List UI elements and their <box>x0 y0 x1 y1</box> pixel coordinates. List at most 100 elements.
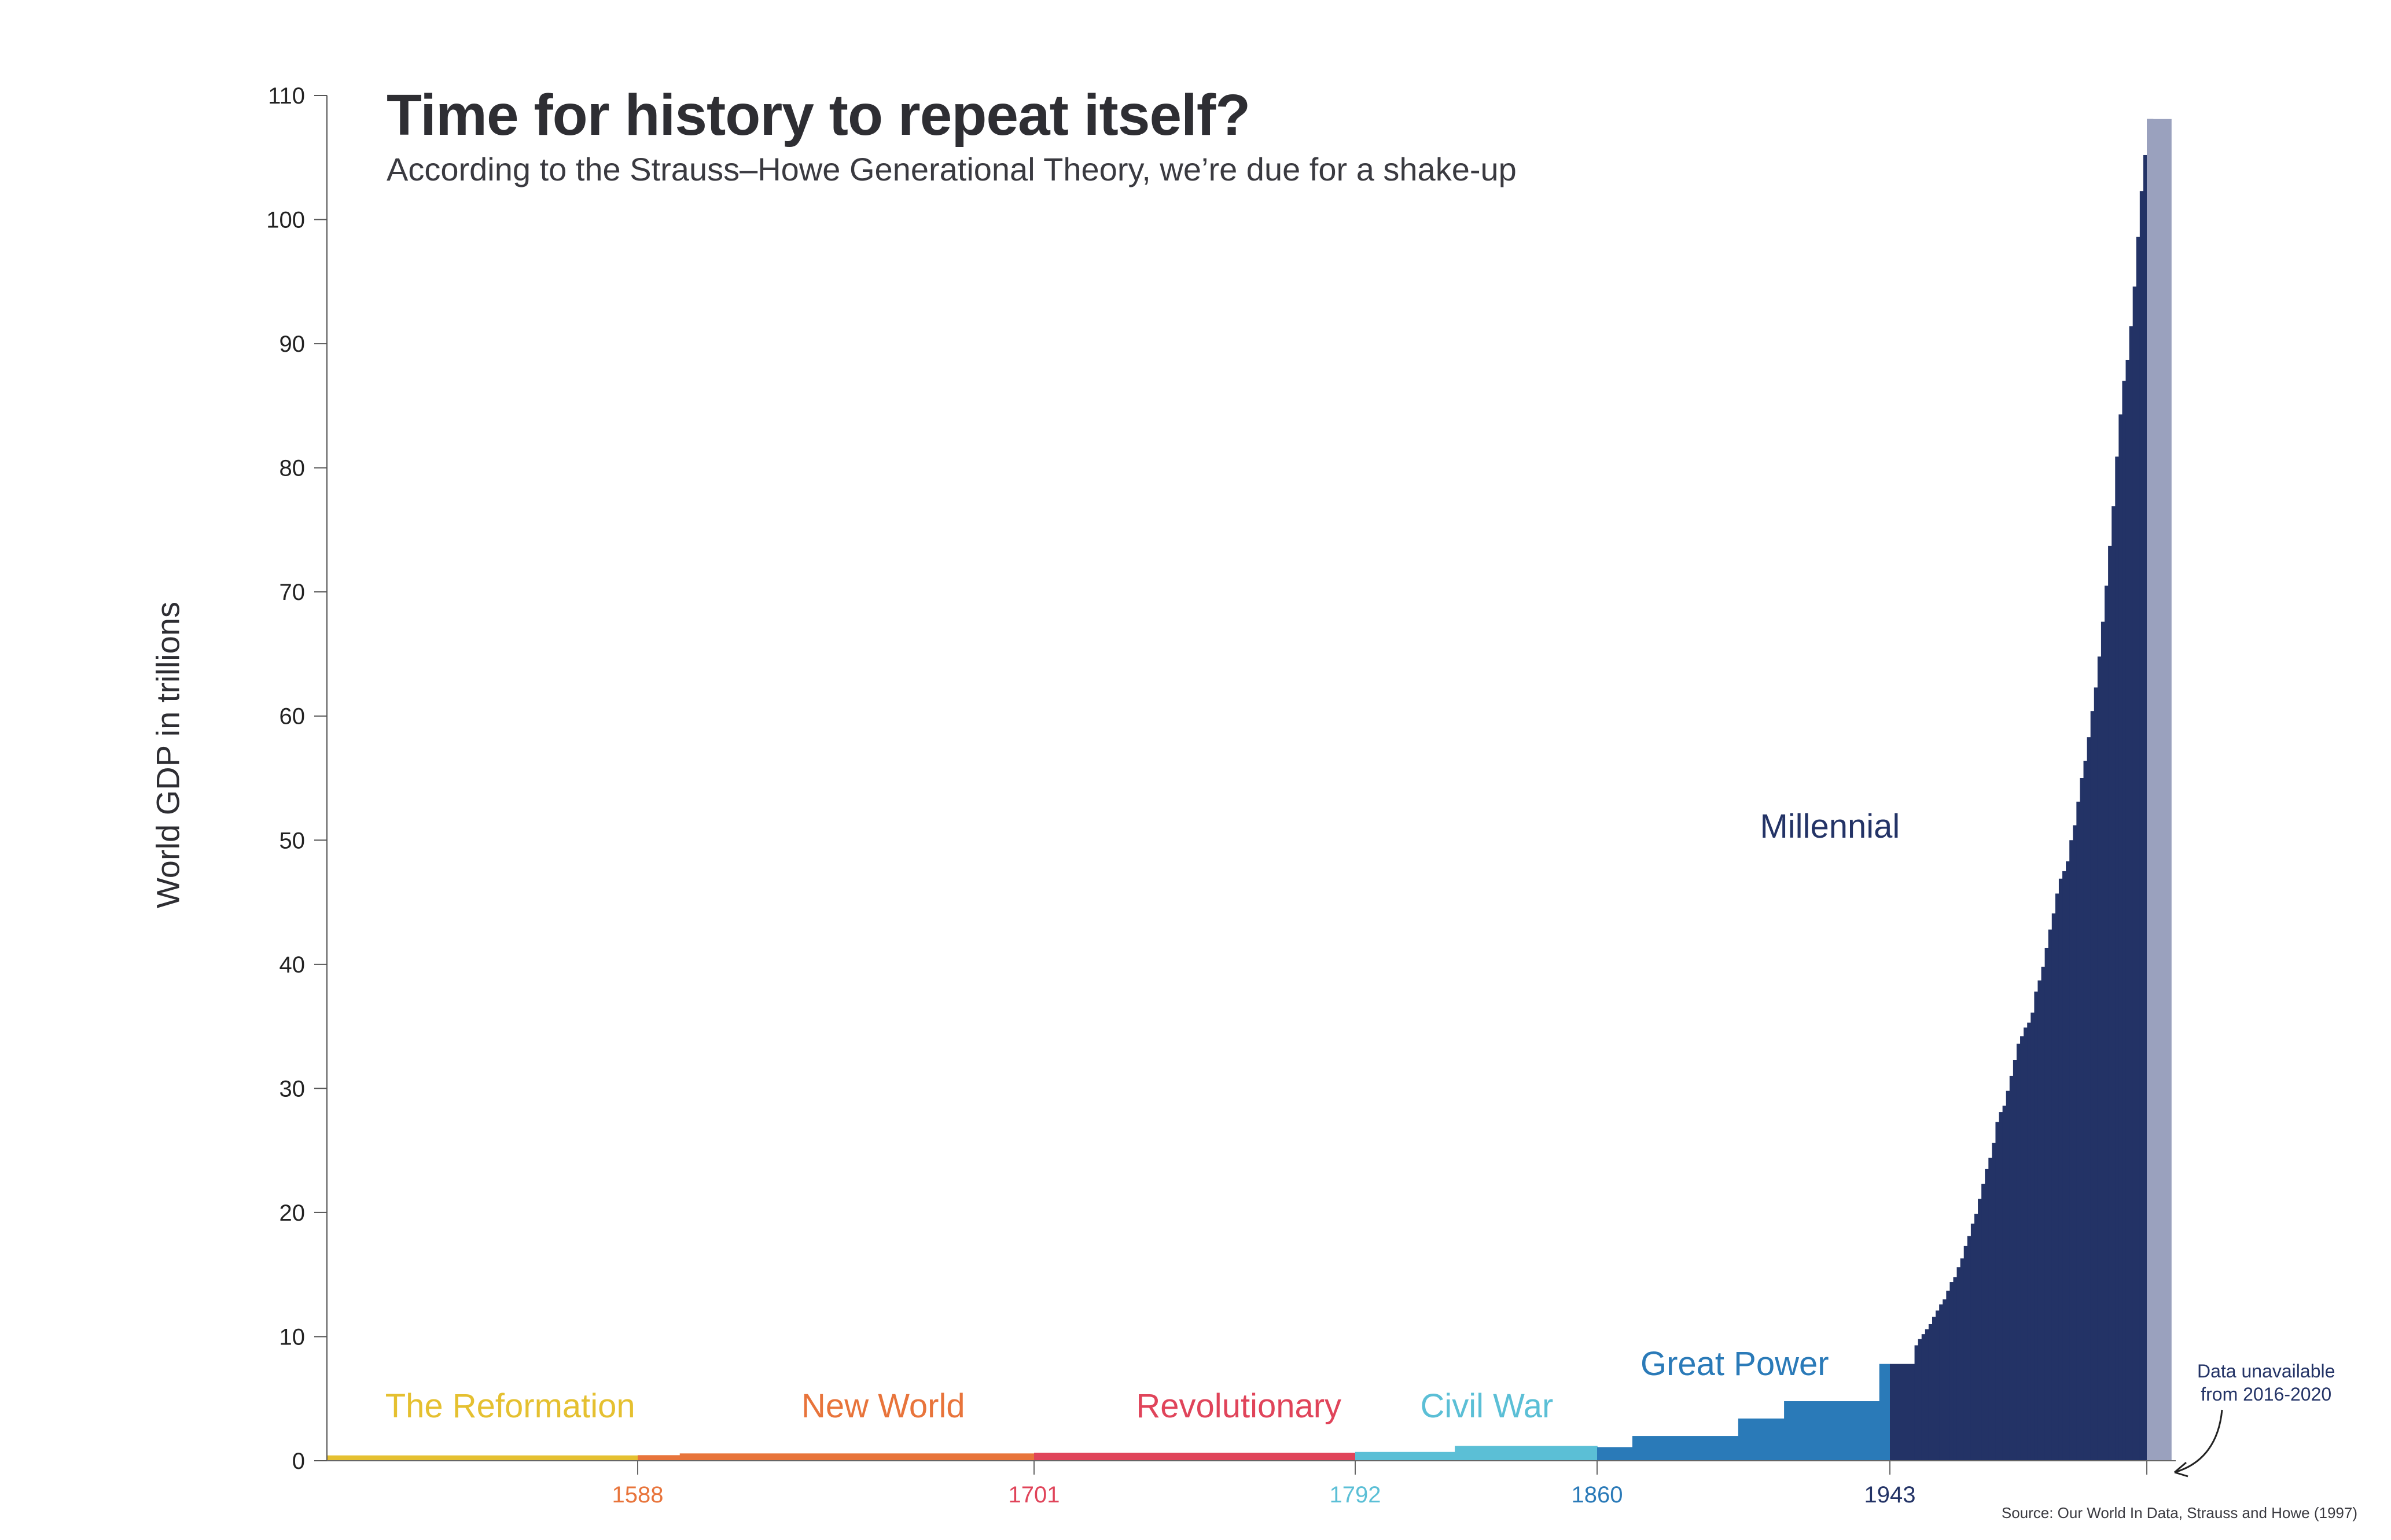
bar-millennial-2009 <box>2122 381 2127 1461</box>
era-label-new-world: New World <box>801 1387 965 1425</box>
note-line-1: Data unavailable <box>2197 1361 2335 1381</box>
bar-millennial-1964 <box>1963 1246 1968 1461</box>
bar-millennial-1971 <box>1988 1158 1993 1461</box>
bar-millennial-1955 <box>1932 1317 1936 1461</box>
y-tick-label-20: 20 <box>279 1200 306 1226</box>
note-arrowhead <box>2174 1461 2188 1478</box>
y-tick-label-60: 60 <box>279 704 306 730</box>
bar-millennial-1992 <box>2062 871 2066 1461</box>
bar-millennial-2004 <box>2105 585 2109 1461</box>
bar-millennial-2010 <box>2125 359 2130 1461</box>
bar-millennial-1965 <box>1967 1236 1971 1461</box>
bar-millennial-1960 <box>1949 1282 1954 1461</box>
bar-millennial-1993 <box>2066 861 2070 1461</box>
bar-millennial-1969 <box>1981 1184 1986 1461</box>
bar-millennial-2006 <box>2112 506 2116 1461</box>
bar-great-power-0 <box>1597 1447 1633 1461</box>
y-tick-label-110: 110 <box>268 83 305 109</box>
bar-millennial-1996 <box>2076 801 2081 1461</box>
bar-millennial-2003 <box>2101 621 2105 1461</box>
bar-great-power-1 <box>1632 1436 1739 1461</box>
bar-millennial-1998 <box>2083 760 2088 1461</box>
bar-millennial-1986 <box>2041 967 2046 1461</box>
bar-millennial-1976 <box>2006 1090 2010 1461</box>
bar-millennial-1972 <box>1992 1143 1996 1461</box>
era-label-great-power: Great Power <box>1640 1345 1829 1383</box>
data-unavailable-note: Data unavailable from 2016-2020 <box>2197 1360 2335 1406</box>
era-label-civil-war: Civil War <box>1421 1387 1554 1425</box>
bar-great-power-3 <box>1784 1401 1880 1461</box>
bar-millennial-1953 <box>1925 1329 1929 1461</box>
bar-millennial-2007 <box>2115 456 2120 1461</box>
bar-millennial-1956 <box>1936 1310 1940 1461</box>
bar-millennial-2011 <box>2129 326 2133 1461</box>
bar-great-power-2 <box>1738 1419 1785 1461</box>
source-note: Source: Our World In Data, Strauss and H… <box>2001 1504 2357 1521</box>
bar-millennial-1957 <box>1939 1304 1944 1461</box>
y-tick-label-10: 10 <box>279 1324 306 1350</box>
bar-millennial-1961 <box>1953 1277 1958 1461</box>
bar-millennial-1959 <box>1946 1291 1951 1461</box>
bar-millennial-1954 <box>1928 1324 1933 1461</box>
bar-civil-war-0 <box>1355 1451 1455 1461</box>
x-tick-label-1943: 1943 <box>1864 1482 1916 1508</box>
bar-millennial-1967 <box>1974 1214 1978 1461</box>
bar-millennial-1979 <box>2016 1044 2021 1461</box>
bar-millennial-1970 <box>1985 1169 1989 1461</box>
labels-layer: The Reformation New World Revolutionary Civ… <box>385 808 2223 1478</box>
bar-millennial-1990 <box>2055 893 2059 1461</box>
bar-millennial-1981 <box>2024 1027 2028 1461</box>
era-label-the-reformation: The Reformation <box>385 1387 635 1425</box>
chart-title: Time for history to repeat itself? <box>387 83 1250 148</box>
axes-layer: 0 10 20 30 40 50 60 70 80 90 100 110 1588 1701 1792 186… <box>266 83 2176 1508</box>
bar-millennial-1966 <box>1970 1224 1975 1461</box>
bar-millennial-1987 <box>2044 948 2049 1461</box>
bar-millennial-1999 <box>2087 737 2091 1461</box>
bar-millennial-1974 <box>1999 1112 2003 1461</box>
bar-millennial-1988 <box>2048 929 2052 1461</box>
chart-subtitle: According to the Strauss–Howe Generation… <box>387 151 1517 187</box>
note-line-2: from 2016-2020 <box>2201 1384 2332 1405</box>
bar-millennial-1994 <box>2069 840 2074 1461</box>
bar-millennial-1997 <box>2080 778 2084 1461</box>
y-tick-label-90: 90 <box>279 331 306 357</box>
y-tick-label-30: 30 <box>279 1076 306 1101</box>
bar-millennial-2014 <box>2139 191 2144 1461</box>
era-label-revolutionary: Revolutionary <box>1136 1387 1341 1425</box>
bar-millennial-2001 <box>2094 687 2098 1461</box>
era-label-millennial: Millennial <box>1760 808 1900 845</box>
bar-millennial-2013 <box>2136 237 2140 1461</box>
y-tick-label-70: 70 <box>279 580 306 605</box>
bar-new-world-1 <box>679 1453 1035 1461</box>
bar-millennial-1950 <box>1914 1345 1919 1461</box>
bar-millennial-1991 <box>2058 878 2063 1461</box>
bar-millennial-1980 <box>2020 1036 2024 1461</box>
note-arrow <box>2174 1409 2223 1473</box>
bar-millennial-1958 <box>1943 1299 1947 1461</box>
bar-millennial-2005 <box>2108 546 2112 1461</box>
bar-millennial-1951 <box>1918 1339 1922 1461</box>
bar-revolutionary-0 <box>1034 1453 1356 1461</box>
bar-data-unavailable-0 <box>2147 119 2172 1461</box>
bar-millennial-1985 <box>2037 980 2042 1461</box>
bar-millennial-1975 <box>2002 1106 2007 1461</box>
bar-millennial-1989 <box>2051 913 2056 1461</box>
bar-millennial-1968 <box>1978 1199 1982 1461</box>
bar-millennial-1977 <box>2009 1075 2014 1461</box>
bar-millennial-1978 <box>2013 1060 2017 1461</box>
bar-millennial-1973 <box>1995 1122 2000 1461</box>
bar-millennial-2002 <box>2097 656 2102 1461</box>
bar-millennial-2015 <box>2143 154 2147 1461</box>
bar-millennial-2000 <box>2090 711 2095 1461</box>
bar-millennial-1963 <box>1960 1258 1965 1461</box>
bars-layer <box>327 119 2172 1461</box>
bar-the-reformation-0 <box>327 1455 638 1461</box>
bar-civil-war-1 <box>1455 1446 1598 1461</box>
x-tick-label-1701: 1701 <box>1009 1482 1060 1508</box>
y-tick-label-100: 100 <box>266 208 305 233</box>
bar-millennial-1983 <box>2030 1012 2035 1461</box>
y-tick-label-80: 80 <box>279 456 306 481</box>
bar-great-power-4 <box>1879 1364 1890 1461</box>
y-tick-label-40: 40 <box>279 952 306 978</box>
